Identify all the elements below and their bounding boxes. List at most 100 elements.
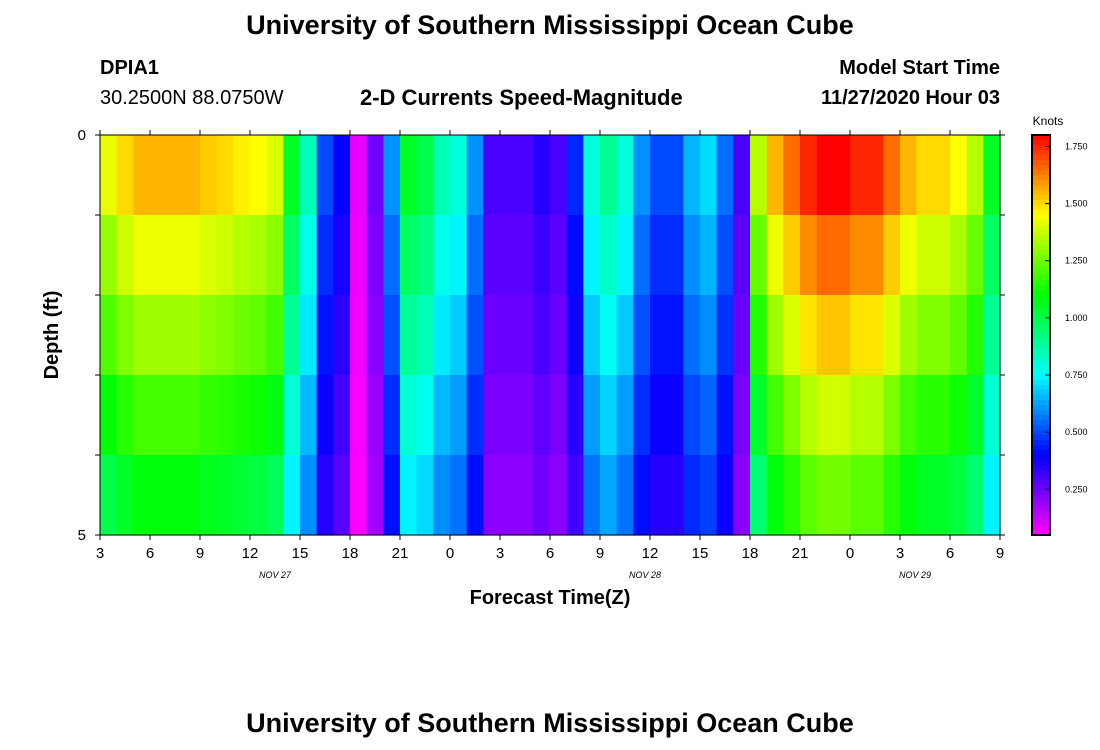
heatmap-cell <box>700 295 718 376</box>
heatmap-cell <box>850 135 868 216</box>
heatmap-cell <box>350 135 368 216</box>
heatmap-cell <box>516 295 534 376</box>
heatmap-cell <box>450 375 468 456</box>
date-label: NOV 27 <box>259 570 292 580</box>
x-tick-label: 0 <box>846 545 854 562</box>
date-label: NOV 28 <box>629 570 661 580</box>
heatmap-cell <box>833 375 851 456</box>
heatmap-cell <box>183 135 201 216</box>
heatmap-cell <box>683 375 701 456</box>
heatmap-cell <box>733 375 751 456</box>
colorbar-segment <box>1032 375 1050 381</box>
heatmap-cell <box>250 135 268 216</box>
heatmap-cell <box>650 455 668 536</box>
heatmap-cell <box>150 135 168 216</box>
colorbar-segment <box>1032 420 1050 426</box>
heatmap-cell <box>716 295 734 376</box>
colorbar-tick-label: 0.250 <box>1065 484 1088 494</box>
heatmap-cell <box>233 455 251 536</box>
heatmap-cell <box>400 375 418 456</box>
colorbar-segment <box>1032 400 1050 406</box>
colorbar-frame <box>1031 134 1051 536</box>
heatmap-cell <box>250 215 268 296</box>
heatmap-cell <box>383 215 401 296</box>
x-tick-label: 18 <box>342 545 359 562</box>
heatmap-cell <box>850 455 868 536</box>
x-tick-label: 3 <box>896 545 904 562</box>
page-title: University of Southern Mississippi Ocean… <box>246 10 854 40</box>
heatmap-cell <box>533 295 551 376</box>
colorbar-segment <box>1032 515 1050 521</box>
heatmap-cell <box>116 375 134 456</box>
heatmap-cell <box>116 135 134 216</box>
y-tick-label: 0 <box>78 127 86 144</box>
heatmap-cell <box>216 375 234 456</box>
heatmap-cell <box>883 135 901 216</box>
heatmap-cell <box>783 375 801 456</box>
heatmap-cell <box>800 215 818 296</box>
heatmap-cell <box>633 215 651 296</box>
heatmap-cell <box>950 455 968 536</box>
colorbar-segment <box>1032 505 1050 511</box>
heatmap-cell <box>883 295 901 376</box>
heatmap-cell <box>866 215 884 296</box>
colorbar-segment <box>1032 265 1050 271</box>
heatmap-cell <box>633 455 651 536</box>
heatmap-cell <box>150 455 168 536</box>
heatmap-cell <box>466 135 484 216</box>
heatmap-cell <box>216 295 234 376</box>
heatmap-cell <box>550 375 568 456</box>
heatmap-cell <box>316 295 334 376</box>
heatmap-cell <box>350 215 368 296</box>
heatmap-cell <box>316 135 334 216</box>
heatmap-cell <box>900 295 918 376</box>
colorbar-tick-label: 1.500 <box>1065 199 1088 209</box>
heatmap-cell <box>866 295 884 376</box>
heatmap-cell <box>600 375 618 456</box>
heatmap-cell <box>833 295 851 376</box>
heatmap-cell <box>966 295 984 376</box>
heatmap-cell <box>783 295 801 376</box>
heatmap-cell <box>300 455 318 536</box>
heatmap-cell <box>300 295 318 376</box>
heatmap-cell <box>966 455 984 536</box>
heatmap-cell <box>600 455 618 536</box>
heatmap-cell <box>350 455 368 536</box>
heatmap-cell <box>150 375 168 456</box>
colorbar-segment <box>1032 395 1050 401</box>
colorbar-segment <box>1032 460 1050 466</box>
heatmap-cell <box>133 135 151 216</box>
x-tick-label: 18 <box>742 545 759 562</box>
heatmap-cell <box>250 455 268 536</box>
heatmap-cell <box>933 135 951 216</box>
heatmap-cell <box>216 135 234 216</box>
heatmap-cell <box>416 375 434 456</box>
heatmap-cell <box>300 215 318 296</box>
heatmap-cell <box>583 375 601 456</box>
heatmap-cell <box>516 135 534 216</box>
heatmap-cell <box>383 455 401 536</box>
heatmap-cell <box>283 215 301 296</box>
colorbar-segment <box>1032 450 1050 456</box>
heatmap-cell <box>916 295 934 376</box>
heatmap-cell <box>533 215 551 296</box>
heatmap-cell <box>166 295 184 376</box>
heatmap-cell <box>100 375 118 456</box>
colorbar-segment <box>1032 490 1050 496</box>
heatmap-cell <box>166 135 184 216</box>
x-tick-label: 21 <box>792 545 809 562</box>
heatmap-cell <box>516 375 534 456</box>
heatmap-cell <box>850 215 868 296</box>
date-label: NOV 29 <box>899 570 931 580</box>
heatmap-cell <box>400 295 418 376</box>
heatmap-cell <box>616 455 634 536</box>
colorbar-segment <box>1032 140 1050 146</box>
heatmap-cell <box>183 375 201 456</box>
heatmap-cell <box>266 215 284 296</box>
heatmap-cell <box>500 295 518 376</box>
heatmap-cell <box>316 375 334 456</box>
heatmap-cell <box>133 455 151 536</box>
heatmap-cell <box>583 455 601 536</box>
heatmap-cell <box>850 295 868 376</box>
heatmap-cell <box>833 455 851 536</box>
